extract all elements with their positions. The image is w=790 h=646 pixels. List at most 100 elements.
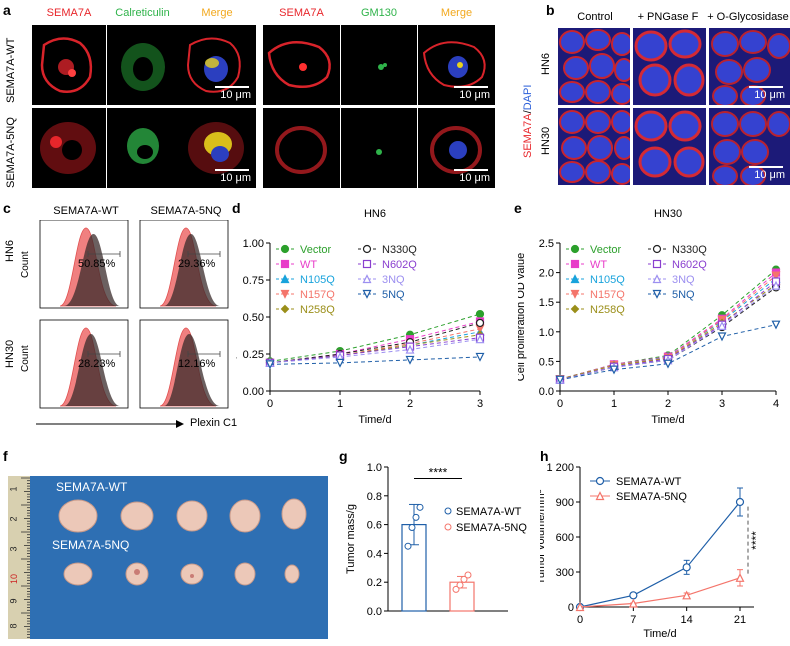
- y-tick-label: 1.0: [539, 327, 554, 339]
- legend-entry: Vector: [300, 244, 332, 256]
- y-tick-label: 1 200: [546, 462, 574, 474]
- scale-bar-label: 10 μm: [754, 89, 785, 101]
- chart-g-tumor-mass: 0.0 0.2 0.4 0.6 0.8 1.0 Tumor mass/g **** SEMA7A…: [345, 462, 527, 618]
- x-axis-label: Time/d: [651, 414, 684, 426]
- scale-bar-label: 10 μm: [459, 172, 490, 184]
- column-label-pngase: + PNGase F: [637, 11, 699, 23]
- legend-marker: [280, 259, 290, 269]
- data-point: [771, 271, 781, 281]
- legend-marker: [570, 289, 580, 299]
- y-tick-label: 0.0: [367, 606, 382, 618]
- x-axis-label: Time/d: [643, 628, 676, 640]
- data-point: [405, 344, 415, 354]
- row-label-wt: SEMA7A-WT: [5, 37, 17, 103]
- legend-entry: SEMA7A-5NQ: [616, 491, 687, 503]
- y-tick-label: 0.25: [243, 349, 264, 361]
- micrograph-wt-sema7a-2: [263, 25, 340, 105]
- legend-entry: SEMA7A-5NQ: [456, 522, 527, 534]
- micrograph-wt-calreticulin: [107, 25, 178, 105]
- tumor-photo: 1 2 3 10 9 8 SEMA7A-WT SEMA7A-5NQ: [8, 476, 328, 639]
- chart-title: HN30: [654, 208, 682, 220]
- legend-entry: N602Q: [672, 259, 707, 271]
- micrograph-wt-sema7a: [32, 25, 106, 105]
- chart-d-hn6: HN6 0.00 0.25 0.50 0.75 1.00 0 1 2 3 Time/d Cell pr…: [236, 208, 485, 426]
- y-tick-label: 0.6: [367, 520, 382, 532]
- y-tick-label: 300: [556, 567, 574, 579]
- y-axis-label: Cell proliferation OD value: [518, 253, 527, 381]
- data-point: [475, 318, 485, 328]
- legend-entry: N602Q: [382, 259, 417, 271]
- data-point: [735, 572, 745, 582]
- legend-entry: N330Q: [672, 244, 707, 256]
- x-tick-label: 21: [734, 614, 746, 626]
- channel-label-merge: Merge: [201, 7, 233, 19]
- flow-percent-3: 28.23%: [78, 358, 116, 370]
- row-label-hn6: HN6: [540, 52, 552, 75]
- ruler-digit: 9: [8, 598, 19, 604]
- micrograph-5nq-sema7a-2: [263, 108, 340, 188]
- legend-marker: [570, 274, 580, 284]
- chart-e-hn30: HN30 0.0 0.5 1.0 1.5 2.0 2.5 0 1 2 3 4 Time/d Cell pr…: [518, 208, 781, 426]
- y-tick-label: 2.0: [539, 268, 554, 280]
- series-line: [269, 313, 481, 362]
- legend-marker: [362, 244, 372, 254]
- series-line: [269, 328, 481, 364]
- data-point: [404, 542, 412, 550]
- y-tick-label: 2.5: [539, 238, 554, 250]
- flow-ylabel-1: Count: [20, 251, 31, 278]
- x-tick-label: 0: [557, 398, 563, 410]
- series-line: [269, 322, 481, 364]
- legend-entry: 3NQ: [382, 274, 405, 286]
- flow-column-5nq: SEMA7A-5NQ: [150, 205, 222, 217]
- chart-title: HN6: [364, 208, 386, 220]
- data-point: [475, 352, 485, 362]
- y-axis-label: Tumor mass/g: [345, 504, 357, 574]
- data-point: [628, 598, 638, 608]
- micrograph-wt-merge-2: 10 μm: [418, 25, 495, 105]
- flow-row-hn6: HN6: [4, 239, 16, 262]
- channel-label-merge-2: Merge: [440, 7, 473, 19]
- x-tick-label: 0: [267, 398, 273, 410]
- y-tick-label: 1.00: [243, 238, 264, 250]
- x-tick-label: 2: [665, 398, 671, 410]
- flow-percent-4: 12.16%: [178, 358, 216, 370]
- series-line: [559, 285, 777, 381]
- y-tick-label: 0.4: [367, 548, 382, 560]
- x-tick-label: 2: [407, 398, 413, 410]
- panel-letter-a: a: [3, 2, 11, 18]
- y-tick-label: 0.0: [539, 386, 554, 398]
- flow-column-wt: SEMA7A-WT: [53, 205, 119, 217]
- legend-entry: WT: [300, 259, 317, 271]
- flow-x-arrow: [36, 420, 184, 428]
- ruler-digit: 1: [8, 486, 19, 492]
- data-point: [663, 359, 673, 369]
- data-point: [609, 365, 619, 375]
- y-tick-label: 0: [568, 602, 574, 614]
- y-tick-label: 600: [556, 532, 574, 544]
- legend-entry: N258Q: [590, 304, 625, 316]
- channel-label-calreticulin: Calreticulin: [115, 7, 170, 19]
- data-point: [475, 309, 485, 319]
- panel-letter-g: g: [339, 448, 348, 464]
- legend-marker: [652, 244, 662, 254]
- data-point: [464, 571, 472, 579]
- data-point: [682, 590, 692, 600]
- legend-entry: N330Q: [382, 244, 417, 256]
- legend-marker: [362, 259, 372, 269]
- histogram-sample: [164, 334, 220, 406]
- y-tick-label: 0.00: [243, 386, 264, 398]
- data-point: [408, 523, 416, 531]
- channel-label-gm130: GM130: [360, 7, 398, 19]
- y-tick-label: 900: [556, 497, 574, 509]
- panel-letter-f: f: [3, 448, 8, 464]
- flow-percent-1: 50.85%: [78, 258, 116, 270]
- data-point: [771, 320, 781, 330]
- legend-entry: WT: [590, 259, 607, 271]
- x-tick-label: 1: [611, 398, 617, 410]
- legend-entry: N157Q: [590, 289, 625, 301]
- x-tick-label: 3: [719, 398, 725, 410]
- legend-marker: [652, 259, 662, 269]
- data-point: [416, 503, 424, 511]
- row-label-hn30: HN30: [540, 126, 552, 155]
- legend-entry: N105Q: [300, 274, 335, 286]
